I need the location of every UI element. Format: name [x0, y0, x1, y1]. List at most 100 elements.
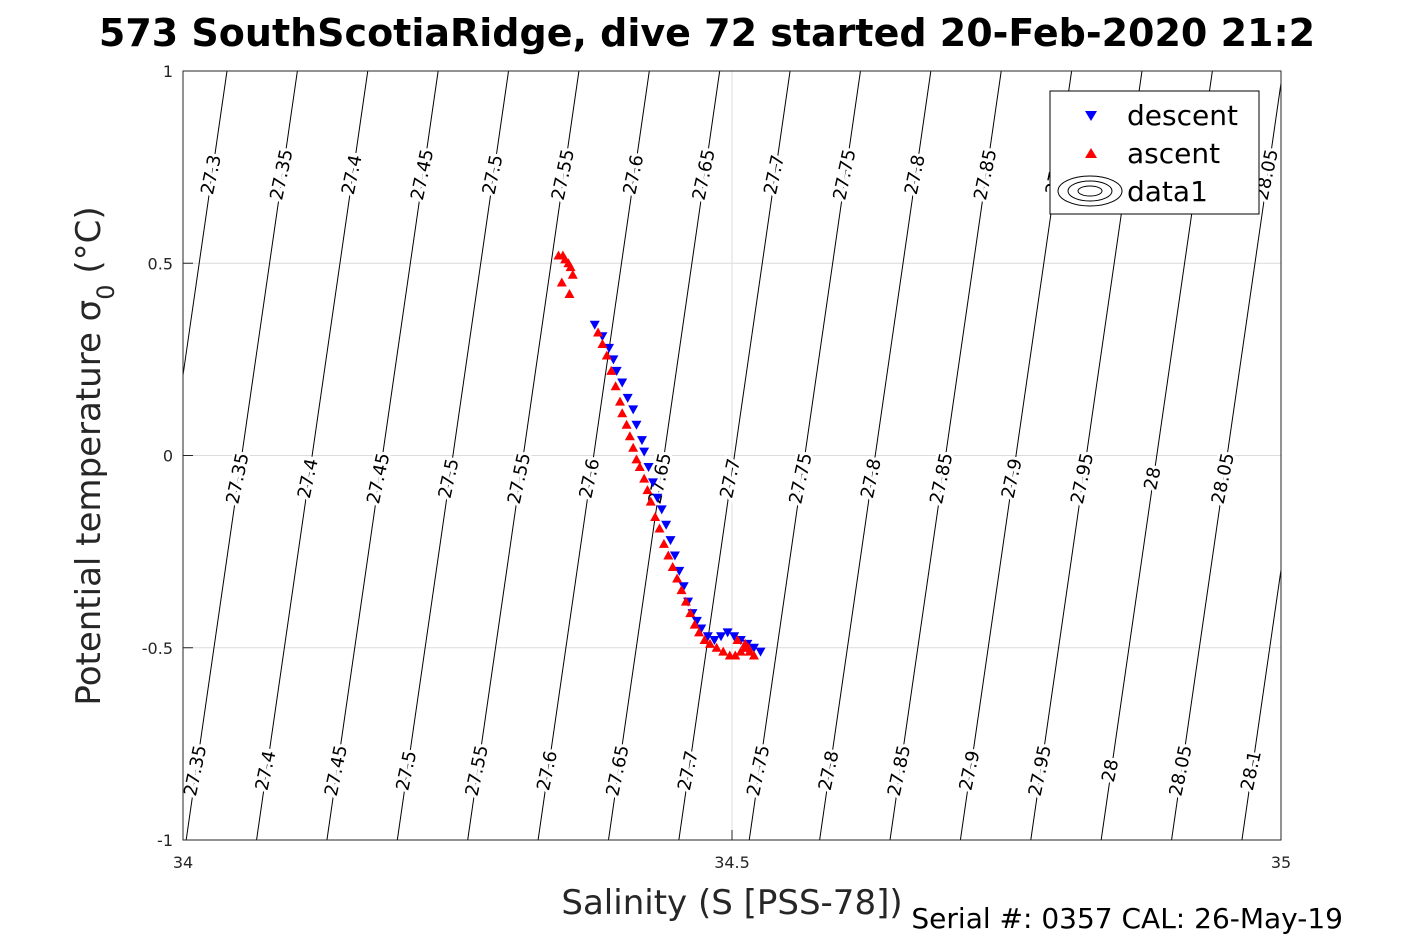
legend-descent-label: descent [1127, 99, 1238, 132]
isopycnal-line [396, 71, 510, 840]
ascent-point [639, 473, 650, 483]
x-tick-label: 34 [173, 853, 193, 872]
ascent-point [610, 381, 621, 391]
legend-box [1049, 90, 1260, 215]
ascent-point [732, 635, 743, 645]
descent-point [604, 343, 615, 353]
descent-point [631, 420, 642, 430]
ascent-point [748, 650, 759, 660]
isopycnal-line [607, 71, 721, 840]
axis-ticks: 34 34.5 35 -1 -0.5 0 0.5 1 [142, 62, 1291, 872]
descent-point [617, 378, 628, 388]
ascent-point [667, 562, 678, 572]
descent-point [628, 405, 639, 415]
legend-ascent-marker [1085, 148, 1097, 158]
density-contours [183, 71, 1281, 840]
isopycnal-line [183, 71, 228, 379]
x-axis-label: Salinity (S [PSS-78]) [561, 883, 902, 923]
isopycnal-line [256, 71, 369, 840]
isopycnal-line [537, 71, 650, 840]
ascent-point [642, 485, 653, 495]
isopycnal-line [819, 71, 932, 840]
isopycnal-line [1171, 79, 1281, 840]
y-axis-label: Potential temperature σ0 (°C) [69, 206, 120, 705]
ascent-point [617, 408, 628, 418]
y-axis-label-main: Potential temperature σ [69, 300, 109, 706]
ascent-point [597, 338, 608, 348]
ascent-point [624, 431, 635, 441]
descent-point [665, 536, 676, 546]
isopycnal-line [678, 71, 791, 840]
isopycnal-line [326, 71, 439, 840]
ascent-point [694, 627, 705, 637]
descent-point [639, 447, 650, 457]
descent-point [755, 647, 766, 657]
y-tick-label: 0 [163, 447, 173, 466]
ascent-point [743, 642, 754, 652]
ascent-point [564, 289, 575, 299]
descent-point [669, 551, 680, 561]
ascent-point [601, 350, 612, 360]
isopycnal-line [467, 71, 580, 840]
ascent-point [615, 396, 626, 406]
descent-point [652, 493, 663, 503]
y-tick-label: 1 [163, 62, 173, 81]
isopycnal-line [1241, 566, 1281, 840]
legend-ascent-label: ascent [1127, 137, 1220, 170]
legend-data1-label: data1 [1127, 175, 1208, 208]
x-tick-label: 35 [1271, 853, 1291, 872]
descent-point [678, 582, 689, 592]
descent-point [622, 393, 633, 403]
ascent-point [658, 538, 669, 548]
descent-point [611, 366, 622, 376]
descent-point [661, 520, 672, 530]
y-tick-label: 0.5 [148, 254, 173, 273]
legend: descent ascent data1 [1049, 90, 1260, 215]
ascent-point [593, 327, 604, 337]
legend-descent-marker [1085, 111, 1097, 121]
ascent-point [685, 608, 696, 618]
isopycnal-line [889, 71, 1002, 840]
ascent-point [711, 642, 722, 652]
isopycnal-line [185, 71, 298, 840]
legend-data1-marker [1057, 175, 1123, 207]
descent-point [702, 632, 713, 642]
y-axis-label-unit: (°C) [69, 206, 109, 284]
y-tick-label: -0.5 [142, 639, 173, 658]
ascent-point [621, 419, 632, 429]
ascent-point [556, 277, 567, 287]
ascent-point [705, 638, 716, 648]
data-points [553, 250, 766, 660]
chart-title: 573 SouthScotiaRidge, dive 72 started 20… [99, 11, 1315, 55]
descent-point [647, 478, 658, 488]
ascent-point [676, 585, 687, 595]
descent-point [716, 632, 727, 642]
isopycnal-line [748, 71, 861, 840]
ascent-point [645, 496, 656, 506]
descent-point [589, 320, 600, 330]
ascent-point [565, 262, 576, 272]
ascent-point [680, 596, 691, 606]
descent-point [656, 505, 667, 515]
x-tick-label: 34.5 [714, 853, 750, 872]
y-axis-label-group: Potential temperature σ0 (°C) [69, 206, 120, 705]
ascent-point [654, 523, 665, 533]
ascent-point [718, 646, 729, 656]
ascent-point [631, 454, 642, 464]
ascent-point [663, 550, 674, 560]
ascent-point [567, 269, 578, 279]
ascent-point [650, 512, 661, 522]
y-axis-label-sub: 0 [92, 284, 120, 299]
y-tick-label: -1 [157, 831, 173, 850]
ascent-point [634, 462, 645, 472]
descent-point [748, 643, 759, 653]
descent-point [696, 624, 707, 634]
descent-point [643, 463, 654, 473]
descent-point [608, 355, 619, 365]
ascent-point [699, 635, 710, 645]
descent-point [674, 566, 685, 576]
descent-point [636, 436, 647, 446]
descent-point [709, 636, 720, 646]
ascent-point [689, 619, 700, 629]
